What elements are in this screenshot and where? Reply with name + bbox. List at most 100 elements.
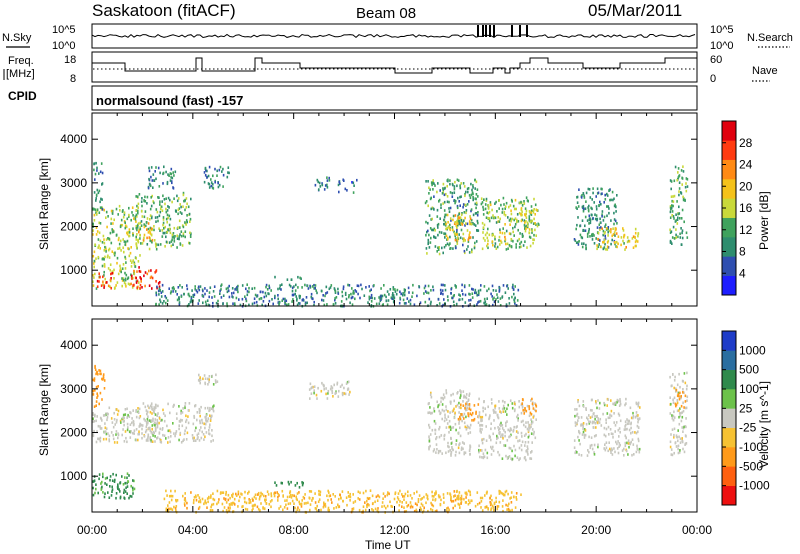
data-cell (474, 197, 477, 200)
data-cell (620, 243, 622, 247)
data-cell (475, 206, 477, 210)
data-cell (102, 283, 104, 286)
data-cell (456, 226, 458, 229)
data-cell (518, 237, 520, 241)
data-cell (316, 504, 318, 508)
data-cell (262, 300, 265, 303)
data-cell (207, 377, 209, 381)
data-cell (285, 503, 287, 507)
data-cell (313, 283, 315, 287)
data-cell (575, 227, 577, 231)
data-cell (448, 431, 450, 434)
data-cell (296, 299, 298, 302)
data-cell (100, 488, 103, 491)
data-cell (477, 293, 480, 297)
data-cell (352, 493, 354, 496)
data-cell (458, 411, 460, 414)
data-cell (483, 297, 486, 301)
data-cell (669, 239, 672, 243)
data-cell (141, 427, 143, 431)
data-cell (99, 247, 101, 250)
data-cell (93, 276, 95, 279)
data-cell (524, 229, 527, 233)
data-cell (99, 427, 102, 430)
data-cell (186, 284, 188, 287)
data-cell (612, 436, 614, 439)
data-cell (147, 433, 150, 437)
data-cell (685, 182, 687, 185)
data-cell (94, 368, 97, 372)
data-cell (187, 292, 190, 296)
data-cell (505, 503, 507, 507)
data-cell (146, 423, 148, 426)
data-cell (104, 492, 106, 495)
data-cell (248, 490, 250, 494)
data-cell (526, 246, 528, 249)
data-cell (606, 412, 609, 415)
data-cell (406, 505, 408, 508)
data-cell (171, 508, 174, 511)
data-cell (198, 288, 201, 292)
data-cell (133, 479, 135, 483)
data-cell (204, 167, 207, 170)
data-cell (501, 424, 504, 427)
data-cell (493, 419, 495, 422)
data-cell (122, 420, 125, 423)
data-cell (506, 242, 509, 246)
data-cell (439, 288, 442, 292)
data-cell (145, 420, 148, 424)
data-cell (603, 403, 606, 407)
data-cell (507, 507, 510, 511)
power-region (520, 208, 540, 232)
data-cell (266, 288, 269, 291)
data-cell (439, 217, 441, 220)
data-cell (681, 411, 683, 414)
data-cell (514, 408, 516, 411)
data-cell (448, 210, 451, 213)
data-cell (410, 504, 412, 508)
data-cell (167, 402, 169, 406)
data-cell (161, 418, 163, 422)
data-cell (133, 429, 136, 432)
data-cell (103, 270, 105, 274)
data-cell (681, 426, 683, 429)
data-cell (175, 499, 178, 503)
data-cell (103, 387, 106, 390)
data-cell (169, 217, 172, 221)
data-cell (458, 233, 460, 236)
data-cell (423, 495, 425, 499)
data-cell (96, 392, 98, 395)
data-cell (615, 232, 618, 235)
data-cell (96, 430, 98, 433)
data-cell (215, 373, 217, 377)
data-cell (614, 401, 616, 405)
data-cell (681, 231, 683, 235)
data-cell (497, 436, 499, 440)
data-cell (449, 191, 452, 194)
data-cell (504, 430, 506, 434)
data-cell (595, 400, 597, 403)
data-cell (247, 492, 249, 495)
data-cell (479, 415, 482, 419)
data-cell (671, 417, 674, 420)
data-cell (440, 396, 442, 400)
data-cell (259, 495, 261, 499)
data-cell (441, 452, 443, 455)
data-cell (459, 394, 462, 397)
data-cell (105, 432, 108, 436)
data-cell (589, 420, 592, 424)
data-cell (624, 428, 627, 431)
data-cell (318, 493, 320, 496)
data-cell (134, 265, 137, 268)
data-cell (149, 436, 152, 439)
data-cell (614, 227, 617, 230)
data-cell (677, 451, 680, 455)
data-cell (471, 287, 473, 291)
data-cell (361, 287, 363, 291)
data-cell (93, 162, 95, 166)
data-cell (599, 221, 602, 224)
data-cell (514, 296, 516, 300)
data-cell (462, 239, 465, 243)
data-cell (198, 496, 201, 499)
data-cell (465, 396, 468, 400)
